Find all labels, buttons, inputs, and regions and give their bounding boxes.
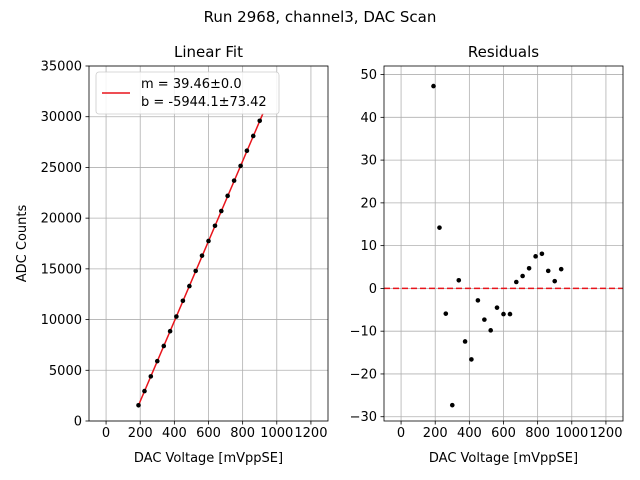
data-point	[462, 339, 468, 344]
x-tick-label: 1000	[555, 426, 588, 441]
data-point	[219, 208, 224, 214]
data-point	[475, 298, 481, 303]
axes-title: Residuals	[468, 43, 539, 61]
y-tick-label: 0	[369, 282, 377, 297]
data-point	[244, 148, 250, 153]
data-point	[167, 328, 173, 334]
y-tick-label: 0	[74, 415, 82, 430]
legend-slope-label: m = 39.46±0.0	[141, 77, 242, 92]
y-tick-label: −20	[350, 367, 377, 382]
linear-fit-axes: 0 200 400 600 800 1000 1200 0 5000 10000 15000 2000…	[15, 43, 329, 466]
y-tick-label: −30	[350, 410, 377, 425]
data-point	[250, 133, 256, 139]
data-point	[488, 328, 493, 333]
y-tick-label: 50	[360, 68, 377, 83]
y-axis-label: ADC Counts	[15, 205, 30, 283]
data-point	[431, 83, 436, 89]
data-point	[206, 238, 211, 244]
data-point	[257, 118, 263, 124]
data-point	[161, 343, 167, 349]
y-tick-label: 30	[360, 154, 377, 169]
x-axis-label: DAC Voltage [mVppSE]	[134, 451, 283, 466]
data-point	[494, 305, 500, 310]
data-point	[136, 402, 141, 408]
data-point	[180, 298, 186, 304]
x-tick-label: 800	[525, 426, 550, 441]
x-tick-label: 200	[128, 426, 153, 441]
data-point	[443, 311, 449, 316]
x-axis-label: DAC Voltage [mVppSE]	[429, 451, 578, 466]
legend: m = 39.46±0.0 b = -5944.1±73.42	[95, 71, 280, 115]
data-point	[212, 223, 218, 229]
y-tick-label: 20	[360, 196, 377, 211]
x-tick-label: 600	[491, 426, 516, 441]
data-point	[238, 163, 243, 169]
x-tick-label: 1200	[589, 426, 622, 441]
y-tick-label: −10	[350, 325, 377, 340]
data-point	[148, 374, 154, 379]
fit-line	[137, 112, 264, 406]
data-point	[545, 268, 551, 274]
data-point	[154, 358, 160, 364]
y-tick-label: 25000	[41, 161, 82, 176]
y-tick-label: 30000	[41, 110, 82, 125]
y-tick-label: 35000	[41, 60, 82, 75]
data-point	[507, 311, 513, 317]
x-tick-label: 200	[423, 426, 448, 441]
data-point	[225, 193, 230, 199]
residuals-axes: 0 200 400 600 800 1000 1200 −30 −20 −10 0 10 20 30 40 5…	[350, 43, 624, 466]
data-point	[231, 178, 237, 183]
x-tick-label: 400	[457, 426, 482, 441]
legend-box	[95, 71, 280, 115]
y-tick-label: 10	[360, 239, 377, 254]
figure-suptitle: Run 2968, channel3, DAC Scan	[204, 8, 437, 26]
data-point	[558, 266, 564, 272]
y-tick-label: 10000	[41, 313, 82, 328]
y-tick-label: 5000	[49, 364, 82, 379]
data-point	[199, 253, 205, 258]
data-point	[142, 388, 147, 394]
data-point	[552, 278, 558, 284]
x-tick-label: 800	[230, 426, 255, 441]
data-point	[187, 283, 192, 289]
data-point	[514, 279, 519, 285]
data-point	[501, 311, 506, 317]
y-tick-label: 15000	[41, 262, 82, 277]
x-tick-label: 600	[196, 426, 221, 441]
data-point	[456, 277, 462, 283]
data-point	[539, 251, 545, 257]
data-point	[193, 268, 198, 274]
data-point	[482, 317, 487, 322]
x-tick-label: 1200	[294, 426, 327, 441]
data-point	[520, 273, 525, 279]
axes-title: Linear Fit	[174, 43, 243, 61]
data-point	[174, 314, 179, 319]
x-tick-label: 400	[162, 426, 187, 441]
data-point	[533, 254, 538, 259]
y-tick-label: 20000	[41, 212, 82, 227]
data-point	[526, 266, 532, 271]
x-tick-label: 0	[102, 426, 110, 441]
legend-intercept-label: b = -5944.1±73.42	[141, 95, 267, 110]
data-point	[437, 225, 442, 230]
data-point	[449, 402, 455, 408]
data-point	[469, 357, 474, 362]
x-tick-label: 1000	[260, 426, 293, 441]
x-tick-label: 0	[397, 426, 405, 441]
y-tick-label: 40	[360, 111, 377, 126]
